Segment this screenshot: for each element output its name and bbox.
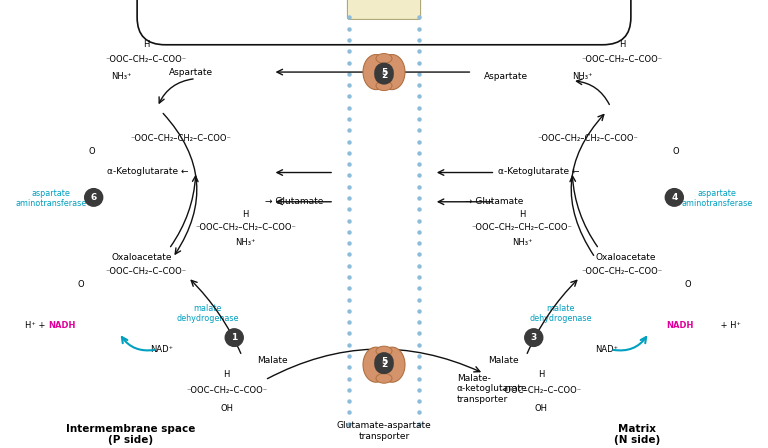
Ellipse shape bbox=[379, 347, 405, 382]
Text: Malate-
α-ketoglutarate
transporter: Malate- α-ketoglutarate transporter bbox=[457, 374, 528, 404]
Text: H: H bbox=[619, 40, 625, 49]
Text: Glutamate-aspartate
transporter: Glutamate-aspartate transporter bbox=[336, 422, 432, 441]
Text: H: H bbox=[223, 370, 230, 379]
Text: Malate: Malate bbox=[488, 356, 518, 365]
FancyBboxPatch shape bbox=[347, 0, 421, 19]
Text: ⁻OOC–CH₂–CH₂–C–COO⁻: ⁻OOC–CH₂–CH₂–C–COO⁻ bbox=[472, 224, 573, 233]
Text: → Glutamate: → Glutamate bbox=[465, 197, 523, 206]
Text: Intermembrane space
(P side): Intermembrane space (P side) bbox=[66, 424, 195, 445]
Text: 3: 3 bbox=[531, 333, 537, 342]
Text: NH₃⁺: NH₃⁺ bbox=[572, 72, 593, 81]
Circle shape bbox=[84, 189, 103, 206]
Text: malate
dehydrogenase: malate dehydrogenase bbox=[176, 304, 239, 323]
Text: Aspartate: Aspartate bbox=[484, 72, 528, 81]
Text: 2: 2 bbox=[381, 360, 387, 369]
Text: ⁻OOC–CH₂–C–COO⁻: ⁻OOC–CH₂–C–COO⁻ bbox=[105, 267, 187, 276]
Text: → Glutamate: → Glutamate bbox=[265, 197, 323, 206]
Text: H: H bbox=[143, 40, 149, 49]
Text: malate
dehydrogenase: malate dehydrogenase bbox=[529, 304, 592, 323]
Text: NADH: NADH bbox=[667, 321, 694, 330]
Circle shape bbox=[225, 329, 243, 346]
Text: NAD⁺: NAD⁺ bbox=[595, 345, 618, 354]
Ellipse shape bbox=[376, 81, 392, 90]
Ellipse shape bbox=[376, 374, 392, 383]
Text: ⁻OOC–CH₂–CH₂–C–COO⁻: ⁻OOC–CH₂–CH₂–C–COO⁻ bbox=[130, 134, 231, 143]
Text: ⁻OOC–CH₂–C–COO⁻: ⁻OOC–CH₂–C–COO⁻ bbox=[105, 56, 187, 65]
Text: Oxaloacetate: Oxaloacetate bbox=[596, 253, 656, 262]
Circle shape bbox=[375, 66, 393, 84]
Text: α-Ketoglutarate ←: α-Ketoglutarate ← bbox=[498, 167, 580, 176]
Text: 5: 5 bbox=[381, 357, 387, 366]
Text: NH₃⁺: NH₃⁺ bbox=[512, 238, 532, 247]
Text: 4: 4 bbox=[671, 193, 677, 202]
Text: ⁻OOC–CH₂–CH₂–C–COO⁻: ⁻OOC–CH₂–CH₂–C–COO⁻ bbox=[537, 134, 638, 143]
Ellipse shape bbox=[376, 54, 392, 63]
Text: + H⁺: + H⁺ bbox=[718, 321, 741, 330]
Text: ⁻OOC–CH₂–C–COO⁻: ⁻OOC–CH₂–C–COO⁻ bbox=[186, 386, 267, 396]
Text: Oxaloacetate: Oxaloacetate bbox=[112, 253, 172, 262]
Text: NH₃⁺: NH₃⁺ bbox=[111, 72, 132, 81]
Text: O: O bbox=[89, 147, 95, 156]
Text: 2: 2 bbox=[381, 71, 387, 80]
Text: aspartate
aminotransferase: aspartate aminotransferase bbox=[15, 189, 86, 208]
Text: α-Ketoglutarate ←: α-Ketoglutarate ← bbox=[107, 167, 188, 176]
Text: aspartate
aminotransferase: aspartate aminotransferase bbox=[682, 189, 753, 208]
Text: NAD⁺: NAD⁺ bbox=[150, 345, 173, 354]
Ellipse shape bbox=[363, 347, 389, 382]
Text: ⁻OOC–CH₂–C–COO⁻: ⁻OOC–CH₂–C–COO⁻ bbox=[581, 56, 663, 65]
Ellipse shape bbox=[379, 55, 405, 90]
Text: H: H bbox=[538, 370, 545, 379]
Text: NADH: NADH bbox=[48, 321, 76, 330]
Text: H⁺ +: H⁺ + bbox=[25, 321, 48, 330]
Text: 6: 6 bbox=[91, 193, 97, 202]
Circle shape bbox=[375, 63, 393, 81]
Text: ⁻OOC–CH₂–CH₂–C–COO⁻: ⁻OOC–CH₂–CH₂–C–COO⁻ bbox=[195, 224, 296, 233]
Circle shape bbox=[525, 329, 543, 346]
Text: O: O bbox=[78, 280, 84, 289]
Text: Aspartate: Aspartate bbox=[169, 68, 213, 77]
Text: 1: 1 bbox=[231, 333, 237, 342]
Ellipse shape bbox=[376, 346, 392, 356]
Text: OH: OH bbox=[220, 404, 233, 413]
Text: OH: OH bbox=[535, 404, 548, 413]
Text: ⁻OOC–CH₂–C–COO⁻: ⁻OOC–CH₂–C–COO⁻ bbox=[581, 267, 663, 276]
Text: H: H bbox=[243, 210, 249, 219]
Circle shape bbox=[375, 353, 393, 370]
Text: NH₃⁺: NH₃⁺ bbox=[236, 238, 256, 247]
Text: Malate: Malate bbox=[257, 356, 288, 365]
Text: Matrix
(N side): Matrix (N side) bbox=[614, 424, 660, 445]
Text: 5: 5 bbox=[381, 68, 387, 77]
Text: O: O bbox=[673, 147, 679, 156]
Circle shape bbox=[375, 356, 393, 374]
Ellipse shape bbox=[363, 55, 389, 90]
Text: H: H bbox=[519, 210, 525, 219]
Text: ⁻OOC–CH₂–C–COO⁻: ⁻OOC–CH₂–C–COO⁻ bbox=[501, 386, 582, 396]
Text: O: O bbox=[684, 280, 690, 289]
Circle shape bbox=[665, 189, 684, 206]
